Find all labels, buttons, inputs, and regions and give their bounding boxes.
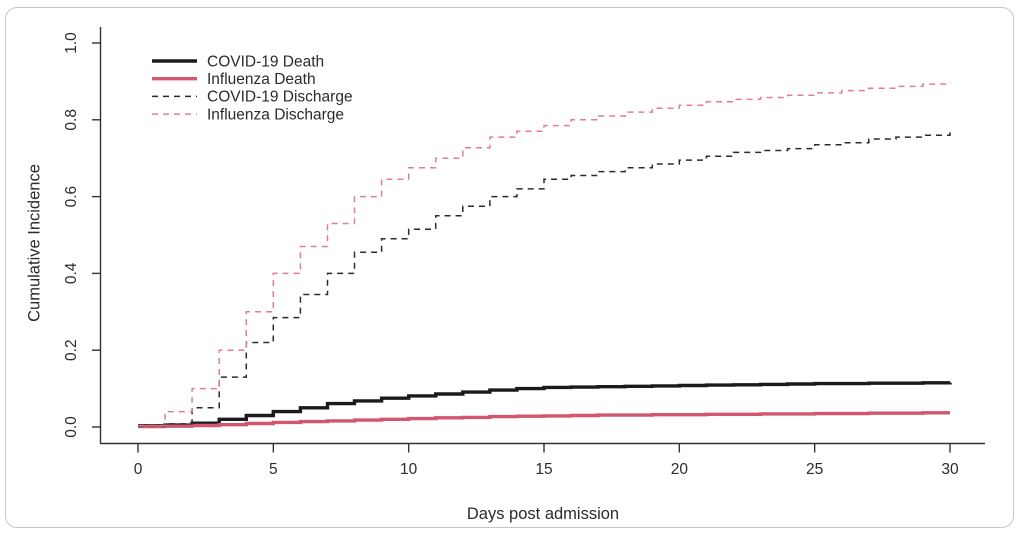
x-axis-title: Days post admission bbox=[467, 505, 619, 523]
series-covid-19-death-line bbox=[138, 381, 952, 428]
legend-item-influenza-death: Influenza Death bbox=[152, 71, 316, 88]
y-tick-label: 0.0 bbox=[63, 416, 80, 438]
y-tick-label: 1.0 bbox=[63, 32, 80, 54]
y-tick-label: 0.8 bbox=[63, 109, 80, 131]
legend-label: Influenza Discharge bbox=[207, 106, 344, 123]
y-axis-ticks: 0.0 0.2 0.4 0.6 0.8 1.0 bbox=[63, 32, 101, 438]
y-tick-label: 0.4 bbox=[63, 262, 80, 284]
y-axis-title: Cumulative Incidence bbox=[25, 164, 43, 322]
x-tick-label: 0 bbox=[134, 461, 143, 478]
x-tick-label: 5 bbox=[269, 461, 278, 478]
y-tick-label: 0.6 bbox=[63, 186, 80, 208]
x-tick-label: 15 bbox=[535, 461, 552, 478]
x-tick-label: 25 bbox=[806, 461, 823, 478]
x-tick-label: 30 bbox=[941, 461, 959, 478]
legend-item-influenza-discharge: Influenza Discharge bbox=[152, 106, 344, 123]
legend-item-covid-19-discharge: COVID-19 Discharge bbox=[152, 89, 353, 106]
x-tick-label: 20 bbox=[671, 461, 689, 478]
series-influenza-discharge-line bbox=[138, 82, 951, 427]
legend-label: COVID-19 Discharge bbox=[207, 89, 353, 106]
series-lines bbox=[138, 82, 952, 429]
axes bbox=[99, 27, 985, 445]
y-tick-label: 0.2 bbox=[63, 339, 80, 361]
x-axis-ticks: 0 5 10 15 20 25 30 bbox=[134, 443, 959, 478]
legend-label: COVID-19 Death bbox=[207, 53, 324, 70]
legend-item-covid-19-death: COVID-19 Death bbox=[152, 53, 324, 70]
x-tick-label: 10 bbox=[400, 461, 418, 478]
series-influenza-death-line bbox=[138, 411, 950, 429]
series-covid-19-discharge-line bbox=[138, 131, 951, 427]
legend-label: Influenza Death bbox=[207, 71, 316, 88]
